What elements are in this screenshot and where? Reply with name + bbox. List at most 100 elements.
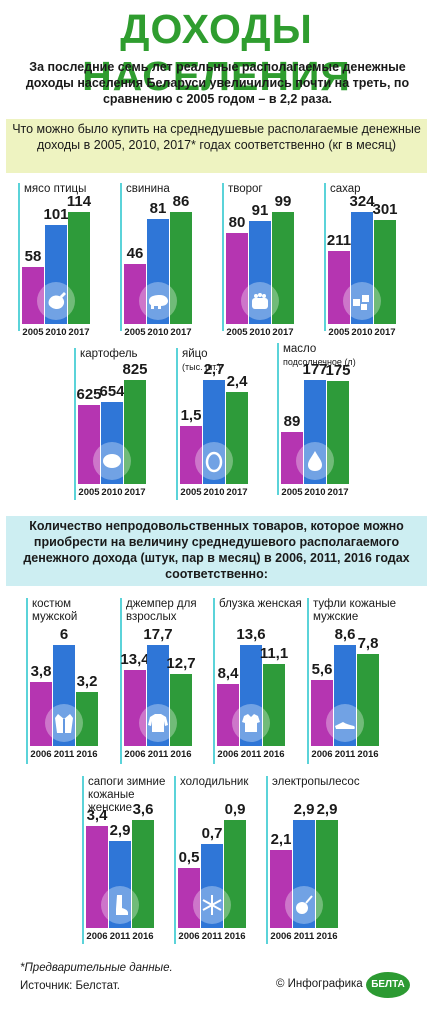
value-label: 13,4 bbox=[120, 651, 150, 668]
value-label: 0,5 bbox=[178, 849, 200, 866]
chart-label: мясо птицы bbox=[24, 183, 110, 196]
year-label: 2010 bbox=[147, 327, 169, 338]
chart-panel-5 bbox=[176, 348, 178, 500]
bar-2016 bbox=[316, 820, 338, 928]
year-label: 2010 bbox=[101, 487, 123, 498]
year-label: 2016 bbox=[132, 931, 154, 942]
bar-2005 bbox=[180, 426, 202, 484]
value-label: 58 bbox=[24, 248, 42, 265]
bar-2017 bbox=[226, 392, 248, 484]
year-label: 2017 bbox=[170, 327, 192, 338]
bar-2017 bbox=[374, 220, 396, 324]
value-label: 654 bbox=[99, 383, 125, 400]
year-label: 2016 bbox=[357, 749, 379, 760]
chart-title: джемпер для взрослых bbox=[126, 598, 197, 623]
chart-label: джемпер для взрослых bbox=[126, 598, 212, 624]
bar-2017 bbox=[272, 212, 294, 324]
credit-text: © Инфографика bbox=[276, 978, 363, 990]
bar-2016 bbox=[224, 820, 246, 928]
bar-2016 bbox=[76, 692, 98, 746]
value-label: 625 bbox=[76, 386, 102, 403]
chart-label: яйцо (тыс. шт.) bbox=[182, 348, 268, 374]
bar-2016 bbox=[170, 674, 192, 746]
bar-2011 bbox=[109, 841, 131, 928]
value-label: 99 bbox=[274, 193, 292, 210]
chart-panel-4 bbox=[74, 348, 76, 500]
year-label: 2017 bbox=[374, 327, 396, 338]
year-label: 2005 bbox=[226, 327, 248, 338]
cottage-cheese-icon bbox=[241, 282, 279, 320]
year-label: 2016 bbox=[170, 749, 192, 760]
value-label: 86 bbox=[172, 193, 190, 210]
bar-2005 bbox=[124, 264, 146, 324]
value-label: 177 bbox=[302, 361, 328, 378]
chart-label: электропылесос bbox=[272, 776, 360, 789]
chart-panel-13 bbox=[266, 776, 268, 944]
value-label: 3,8 bbox=[30, 663, 52, 680]
bar-2005 bbox=[281, 432, 303, 484]
bar-2017 bbox=[170, 212, 192, 324]
bar-2005 bbox=[226, 233, 248, 324]
chart-unit: подсолнечное (л) bbox=[283, 357, 356, 367]
bar-2005 bbox=[328, 251, 350, 324]
year-label: 2011 bbox=[240, 749, 262, 760]
bar-2005 bbox=[78, 405, 100, 484]
chart-label: сахар bbox=[330, 183, 416, 196]
year-label: 2006 bbox=[86, 931, 108, 942]
value-label: 17,7 bbox=[143, 626, 173, 643]
value-label: 8,4 bbox=[217, 665, 239, 682]
suit-icon bbox=[45, 704, 83, 742]
value-label: 89 bbox=[283, 413, 301, 430]
year-label: 2011 bbox=[334, 749, 356, 760]
year-label: 2017 bbox=[124, 487, 146, 498]
chart-panel-7 bbox=[26, 598, 28, 764]
year-label: 2010 bbox=[203, 487, 225, 498]
value-label: 0,7 bbox=[201, 825, 223, 842]
value-label: 2,4 bbox=[226, 373, 248, 390]
page-title: ДОХОДЫ НАСЕЛЕНИЯ bbox=[82, 6, 351, 99]
year-label: 2010 bbox=[45, 327, 67, 338]
year-label: 2011 bbox=[201, 931, 223, 942]
value-label: 825 bbox=[122, 361, 148, 378]
chart-panel-9 bbox=[213, 598, 215, 764]
year-label: 2011 bbox=[147, 749, 169, 760]
oil-drop-icon bbox=[296, 442, 334, 480]
value-label: 80 bbox=[228, 214, 246, 231]
value-label: 2,9 bbox=[293, 801, 315, 818]
value-label: 8,6 bbox=[334, 626, 356, 643]
chart-title: холодильник bbox=[180, 776, 249, 788]
sweater-icon bbox=[139, 704, 177, 742]
value-label: 211 bbox=[326, 232, 352, 249]
value-label: 13,6 bbox=[236, 626, 266, 643]
sugar-icon bbox=[343, 282, 381, 320]
belta-logo: БЕЛТА bbox=[366, 972, 410, 998]
chart-panel-2 bbox=[222, 183, 224, 331]
year-label: 2006 bbox=[311, 749, 333, 760]
chart-title: картофель bbox=[80, 348, 138, 360]
value-label: 114 bbox=[66, 193, 92, 210]
value-label: 81 bbox=[149, 200, 167, 217]
chart-title: костюм мужской bbox=[32, 598, 78, 623]
year-label: 2005 bbox=[328, 327, 350, 338]
bar-2017 bbox=[327, 381, 349, 484]
value-label: 101 bbox=[43, 206, 69, 223]
value-label: 301 bbox=[372, 201, 398, 218]
year-label: 2006 bbox=[217, 749, 239, 760]
bar-2017 bbox=[68, 212, 90, 324]
year-label: 2005 bbox=[78, 487, 100, 498]
chart-label: картофель bbox=[80, 348, 166, 361]
section1-heading: Что можно было купить на среднедушевые р… bbox=[6, 119, 427, 173]
chart-title: масло bbox=[283, 343, 317, 355]
year-label: 2011 bbox=[109, 931, 131, 942]
egg-icon bbox=[195, 442, 233, 480]
chart-label: блузка женская bbox=[219, 598, 305, 611]
bar-2016 bbox=[263, 664, 285, 746]
value-label: 46 bbox=[126, 245, 144, 262]
year-label: 2017 bbox=[68, 327, 90, 338]
value-label: 3,4 bbox=[86, 807, 108, 824]
bar-2017 bbox=[124, 380, 146, 484]
bar-2005 bbox=[22, 267, 44, 324]
bar-2011 bbox=[334, 645, 356, 746]
chart-title: творог bbox=[228, 183, 263, 195]
bar-2006 bbox=[311, 680, 333, 746]
